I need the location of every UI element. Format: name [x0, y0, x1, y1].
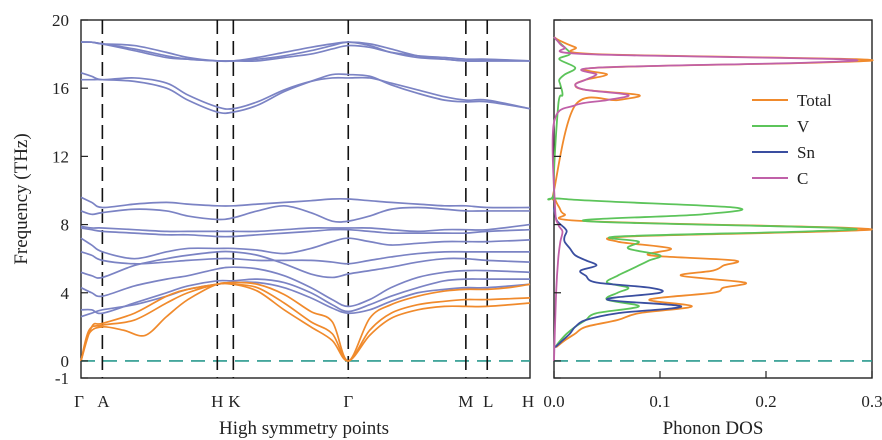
- y-tick-label: 16: [52, 79, 69, 98]
- optical-branch-0: [80, 281, 531, 318]
- kpoint-label-3: K: [228, 392, 241, 411]
- y-tick-label: 8: [61, 216, 70, 235]
- x-axis-title: High symmetry points: [219, 418, 389, 439]
- dos-frequency-ticks: [554, 19, 561, 379]
- dispersion-plot-frame: [80, 19, 531, 379]
- legend-label-v: V: [797, 117, 810, 136]
- optical-branch-9: [80, 196, 531, 209]
- dos-axis-ticks: 0.0 0.1 0.2 0.3: [543, 371, 882, 411]
- optical-branch-14: [80, 41, 531, 63]
- dos-x-tick-label: 0.2: [755, 392, 776, 411]
- acoustic-branch-17: [80, 281, 531, 362]
- dos-curves: [547, 36, 874, 361]
- dos-legend: Total V Sn C: [752, 91, 832, 188]
- dos-x-tick-label: 0.3: [861, 392, 882, 411]
- optical-branch-1: [80, 278, 530, 315]
- dos-curve-v: [547, 36, 858, 348]
- optical-branch-7: [80, 223, 531, 233]
- kpoint-label-4: Γ: [343, 392, 353, 411]
- legend-label-c: C: [797, 169, 808, 188]
- y-tick-label: -1: [55, 369, 69, 388]
- kpath-dashed-lines: [101, 20, 489, 378]
- dos-x-tick-label: 0.0: [543, 392, 564, 411]
- optical-branch-11: [81, 73, 531, 115]
- optical-branch-8: [80, 204, 530, 223]
- optical-branch-6: [80, 227, 531, 238]
- optical-branch-2: [80, 266, 531, 308]
- dos-curve-total: [551, 36, 874, 349]
- dos-x-axis-title: Phonon DOS: [663, 418, 764, 439]
- dos-x-tick-label: 0.1: [649, 392, 670, 411]
- kpoint-label-0: Γ: [74, 392, 84, 411]
- y-tick-label: 20: [52, 11, 69, 30]
- legend-label-total: Total: [797, 91, 832, 110]
- y-tick-label: 4: [61, 284, 70, 303]
- optical-branch-3: [80, 250, 531, 279]
- legend-label-sn: Sn: [797, 143, 815, 162]
- dos-panel: 0.0 0.1 0.2 0.3 Total V Sn C Phonon DOS: [543, 19, 882, 439]
- frequency-axis-ticks: -10 4 8 12 16 20: [52, 11, 88, 388]
- phonon-bands: [80, 41, 531, 362]
- optical-branch-10: [80, 72, 531, 110]
- kpoint-label-6: L: [483, 392, 493, 411]
- optical-branch-4: [80, 250, 530, 265]
- optical-branch-5: [80, 237, 531, 260]
- acoustic-branch-16: [80, 282, 531, 362]
- kpoint-label-1: A: [97, 392, 110, 411]
- kpoint-label-7: H: [522, 392, 534, 411]
- y-axis-title: Frequency (THz): [11, 133, 32, 264]
- dos-curve-sn: [553, 207, 683, 348]
- dos-curve-c: [551, 36, 859, 361]
- y-tick-label: 12: [52, 147, 69, 166]
- acoustic-branch-15: [80, 281, 531, 362]
- kpoint-label-2: H: [211, 392, 223, 411]
- y-tick-label: 0: [61, 352, 70, 371]
- optical-branch-13: [80, 41, 530, 62]
- kpoint-label-5: M: [458, 392, 473, 411]
